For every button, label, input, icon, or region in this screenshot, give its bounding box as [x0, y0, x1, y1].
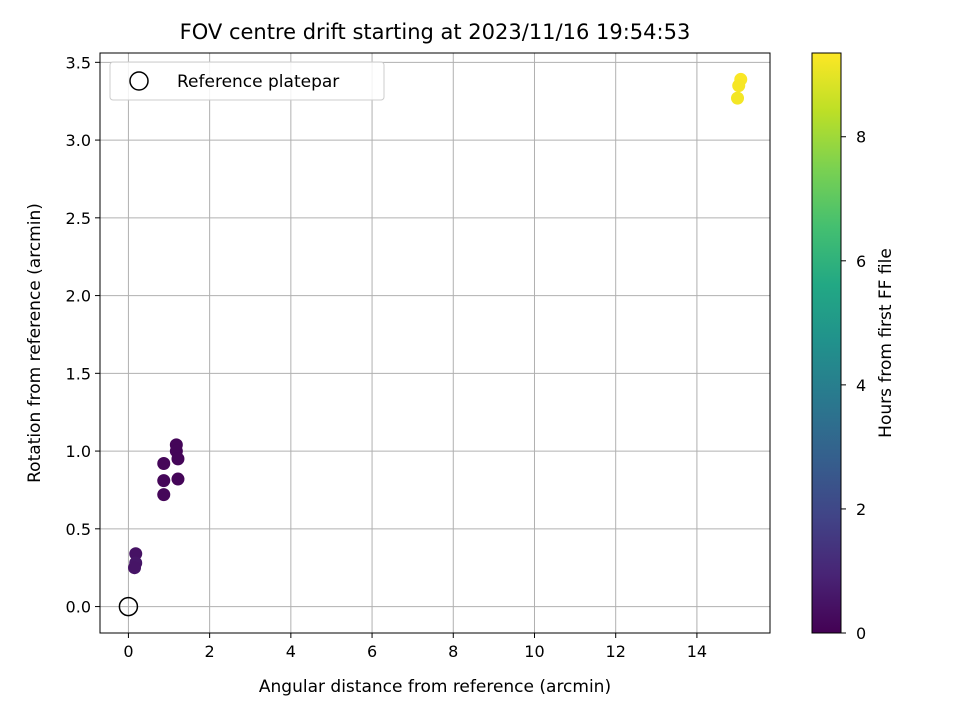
y-tick-label: 3.0: [66, 131, 91, 150]
legend-reference-marker: [129, 71, 149, 91]
data-point: [129, 547, 143, 561]
colorbar-tick-label: 6: [856, 252, 866, 271]
scatter-points: [118, 72, 748, 617]
data-point: [157, 474, 171, 488]
data-point: [171, 452, 185, 466]
reference-point: [118, 596, 139, 617]
legend: Reference platepar: [109, 61, 385, 101]
x-tick-label: 4: [286, 642, 296, 661]
x-axis-label: Angular distance from reference (arcmin): [259, 677, 611, 697]
plot-frame: [99, 52, 771, 634]
y-tick-label: 0.0: [66, 598, 91, 617]
data-point: [732, 79, 746, 93]
x-tick-label: 12: [606, 642, 626, 661]
colorbar-tick-label: 0: [856, 624, 866, 643]
y-tick-label: 0.5: [66, 520, 91, 539]
grid-lines: [100, 53, 770, 633]
y-tick-label: 2.0: [66, 287, 91, 306]
data-point: [171, 472, 185, 486]
x-tick-label: 6: [367, 642, 377, 661]
x-tick-label: 8: [448, 642, 458, 661]
data-point: [157, 457, 171, 471]
legend-box: [109, 61, 385, 101]
x-tick-label: 14: [687, 642, 707, 661]
y-axis-ticks: 0.0 0.5 1.0 1.5 2.0 2.5 3.0 3.5: [66, 53, 100, 617]
colorbar-tick-label: 2: [856, 500, 866, 519]
colorbar-ticks: 0 2 4 6 8: [841, 128, 866, 643]
colorbar-tick-label: 4: [856, 376, 866, 395]
x-tick-label: 10: [524, 642, 544, 661]
colorbar-label: Hours from first FF file: [876, 248, 896, 438]
y-tick-label: 1.0: [66, 442, 91, 461]
y-tick-label: 3.5: [66, 53, 91, 72]
y-tick-label: 2.5: [66, 209, 91, 228]
data-point: [128, 561, 142, 575]
y-axis-label: Rotation from reference (arcmin): [25, 203, 45, 483]
x-axis-ticks: 0 2 4 6 8 10 12 14: [123, 633, 707, 661]
data-point: [731, 91, 745, 105]
chart-title: FOV centre drift starting at 2023/11/16 …: [180, 20, 691, 44]
legend-entry-label: Reference platepar: [177, 72, 339, 92]
x-tick-label: 0: [123, 642, 133, 661]
colorbar-tick-label: 8: [856, 128, 866, 147]
y-tick-label: 1.5: [66, 364, 91, 383]
x-tick-label: 2: [205, 642, 215, 661]
data-point: [157, 488, 171, 502]
colorbar: [811, 52, 842, 634]
